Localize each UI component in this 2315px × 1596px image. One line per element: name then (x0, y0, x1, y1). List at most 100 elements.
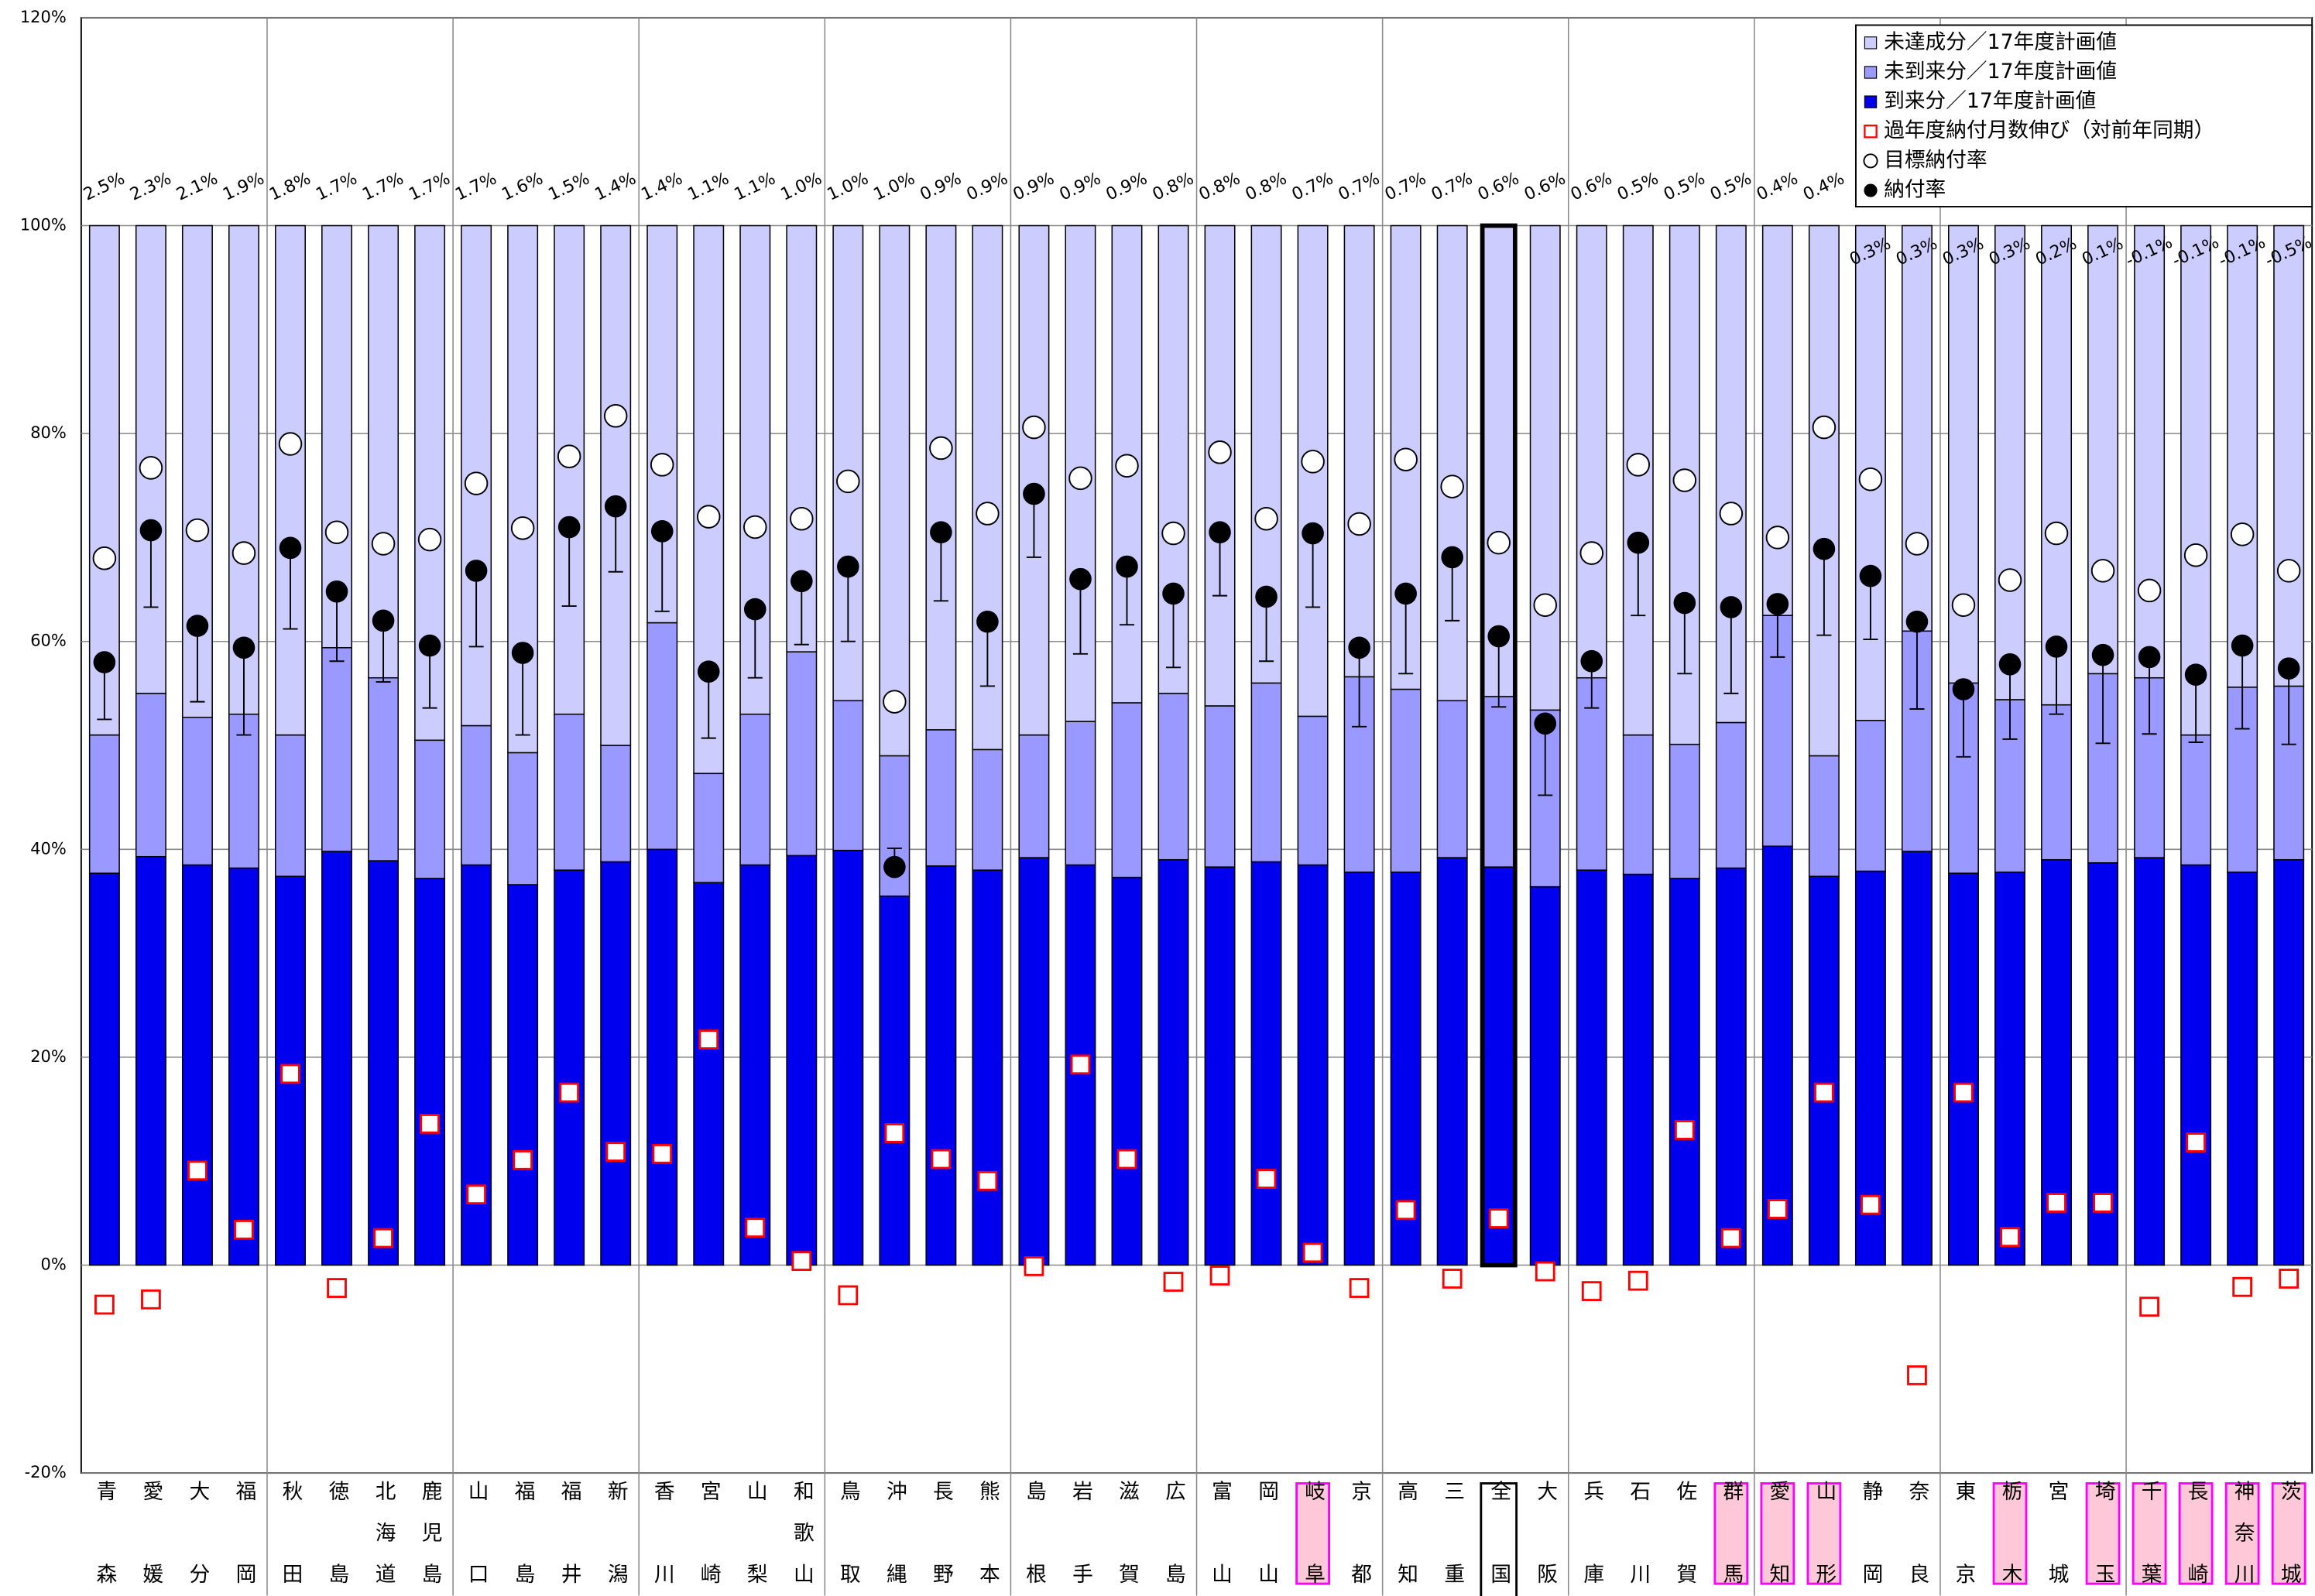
open-circle-marker (1440, 474, 1464, 498)
square-marker (2186, 1132, 2206, 1152)
bar-segment (181, 864, 213, 1266)
bar-segment (1808, 755, 1840, 877)
x-tick-label: 福井 (557, 1481, 581, 1596)
bar-segment (1529, 224, 1561, 711)
bar-segment (646, 848, 678, 1266)
legend-label: 未達成分／17年度計画値 (1884, 30, 2117, 54)
square-marker (931, 1149, 952, 1170)
bar-segment (1111, 876, 1143, 1266)
square-marker (2279, 1269, 2300, 1289)
category-highlight (1992, 1482, 2028, 1585)
bar-segment (1576, 869, 1607, 1266)
y-tick-label: 60% (30, 632, 67, 650)
square-marker (1442, 1269, 1463, 1289)
bar-segment (879, 224, 911, 757)
legend-swatch (1863, 153, 1878, 169)
bar-segment (1204, 866, 1236, 1266)
x-tick-label: 岡山 (1254, 1481, 1278, 1596)
bar-segment (1622, 734, 1654, 875)
y-tick-label: 120% (20, 8, 67, 26)
bar-segment (972, 748, 1003, 871)
x-tick-label: 静岡 (1858, 1481, 1882, 1596)
bar-segment (368, 676, 400, 861)
bar-segment (2180, 864, 2212, 1266)
y-tick-label: 20% (30, 1047, 67, 1066)
bar-segment (693, 772, 725, 884)
bar-segment (1204, 705, 1236, 868)
open-circle-marker (1905, 532, 1929, 556)
bar-segment (2134, 224, 2166, 679)
bar-segment (228, 867, 259, 1266)
bar-segment (1158, 858, 1189, 1266)
bar-segment (321, 647, 353, 852)
bar-segment (507, 884, 539, 1266)
square-marker (1953, 1082, 1974, 1103)
dot-marker (279, 536, 302, 560)
square-marker (1209, 1265, 1230, 1286)
legend-label: 納付率 (1884, 178, 1946, 202)
dot-marker (743, 598, 767, 621)
square-marker (187, 1160, 207, 1181)
dot-marker (1627, 531, 1650, 554)
bar-segment (1715, 721, 1747, 869)
square-marker (1349, 1278, 1370, 1298)
dot-marker (1209, 521, 1231, 544)
bar-segment (321, 224, 353, 649)
x-tick-label: 山形 (1812, 1481, 1836, 1596)
dot-marker (1673, 591, 1696, 615)
bar-segment (1436, 700, 1468, 858)
x-tick-label: 山梨 (743, 1481, 767, 1596)
y-tick-label: 80% (30, 423, 67, 442)
bar-segment (1901, 851, 1933, 1266)
bar-segment (228, 713, 259, 869)
dot-marker (1255, 585, 1278, 608)
x-tick-label: 北海道 (372, 1481, 396, 1596)
open-circle-marker (1347, 512, 1371, 536)
bar-segment (368, 860, 400, 1266)
x-tick-label: 岐阜 (1301, 1481, 1325, 1596)
dot-marker (697, 660, 720, 683)
y-tick-label: 0% (41, 1255, 67, 1274)
square-marker (1024, 1255, 1044, 1276)
square-marker (2000, 1227, 2020, 1248)
bar-segment (1576, 224, 1607, 679)
bar-segment (1390, 688, 1422, 873)
bar-segment (1343, 872, 1375, 1266)
x-tick-label: 沖縄 (883, 1481, 907, 1596)
legend-swatch (1864, 36, 1878, 50)
square-marker (2232, 1276, 2253, 1297)
dot-marker (93, 651, 116, 673)
x-tick-label: 神奈川 (2231, 1481, 2255, 1596)
x-tick-label: 京都 (1347, 1481, 1371, 1596)
bar-segment (1483, 866, 1514, 1266)
x-tick-label: 茨城 (2277, 1481, 2301, 1596)
x-tick-label: 青森 (92, 1481, 116, 1596)
open-circle-marker (417, 527, 442, 552)
bar-segment (1483, 224, 1514, 697)
square-marker (698, 1029, 719, 1050)
dot-marker (1441, 546, 1463, 569)
legend-swatch (1864, 183, 1878, 197)
open-circle-marker (1394, 447, 1418, 471)
legend-label: 目標納付率 (1884, 148, 1987, 172)
square-marker (2046, 1193, 2066, 1213)
open-circle-marker (883, 690, 907, 714)
open-circle-marker (324, 520, 349, 544)
legend-label: 到来分／17年度計画値 (1884, 89, 2096, 113)
bar-segment (925, 865, 957, 1266)
bar-segment (414, 739, 446, 879)
dot-marker (790, 570, 813, 593)
bar-segment (1948, 872, 1979, 1266)
legend-swatch (1864, 124, 1878, 139)
square-marker (652, 1143, 673, 1164)
square-marker (141, 1289, 161, 1310)
open-circle-marker (603, 404, 628, 428)
bar-segment (879, 895, 911, 1266)
open-circle-marker (185, 518, 210, 543)
bar-segment (832, 849, 864, 1266)
square-marker (1907, 1365, 1927, 1385)
bar-segment (2087, 224, 2119, 675)
bar-segment (1761, 845, 1793, 1266)
bar-segment (135, 693, 166, 858)
bar-segment (1018, 857, 1050, 1266)
